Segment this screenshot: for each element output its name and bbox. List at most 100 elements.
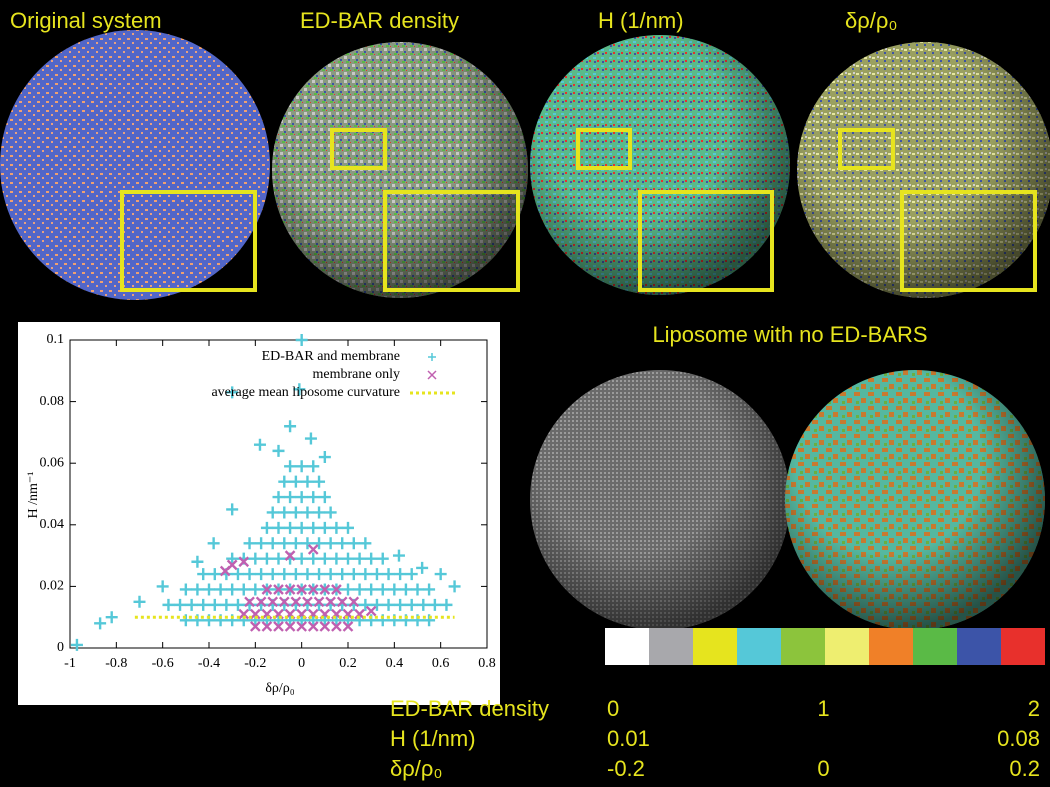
- point: [318, 552, 331, 565]
- colorbar-swatch: [693, 628, 737, 665]
- point: [70, 638, 83, 651]
- zoom-box: [383, 190, 520, 292]
- point: [301, 537, 314, 550]
- point: [354, 608, 365, 620]
- point: [266, 506, 279, 519]
- point: [220, 598, 233, 611]
- point: [260, 552, 273, 565]
- point: [342, 552, 354, 565]
- point: [272, 521, 285, 534]
- x-axis-label: δρ/ρ₀: [265, 681, 294, 696]
- point: [307, 460, 320, 473]
- point: [336, 537, 349, 550]
- point: [255, 568, 268, 581]
- point: [238, 556, 250, 568]
- x-tick-label: -0.2: [244, 656, 266, 671]
- point: [342, 621, 354, 632]
- point: [313, 596, 325, 608]
- x-tick-label: -0.8: [105, 656, 127, 671]
- point: [376, 552, 389, 565]
- point: [411, 583, 424, 596]
- point: [278, 506, 291, 519]
- point: [289, 537, 302, 550]
- zoom-box: [838, 128, 895, 170]
- point: [179, 583, 192, 596]
- point: [253, 438, 266, 451]
- point: [307, 552, 320, 565]
- panel-title: H (1/nm): [598, 8, 684, 33]
- point: [284, 491, 297, 504]
- point: [174, 598, 187, 611]
- point: [278, 568, 291, 581]
- scale-tick: 1: [817, 696, 829, 721]
- colorbar-swatch: [825, 628, 869, 665]
- point: [249, 608, 261, 620]
- legend-symbol: [428, 353, 436, 361]
- point: [342, 521, 354, 534]
- point: [319, 584, 331, 595]
- point: [324, 568, 337, 581]
- zoom-box: [120, 190, 257, 292]
- scale-label: H (1/nm): [390, 726, 476, 751]
- point: [417, 598, 430, 611]
- point: [133, 595, 146, 608]
- point: [313, 475, 326, 488]
- point: [249, 552, 262, 565]
- y-tick-label: 0.06: [40, 455, 65, 470]
- point: [237, 583, 250, 596]
- point: [353, 583, 366, 596]
- point: [295, 521, 308, 534]
- point: [359, 537, 372, 550]
- point: [370, 598, 383, 611]
- sphere-original: [0, 30, 270, 300]
- point: [295, 552, 308, 565]
- point: [318, 451, 331, 464]
- point: [295, 614, 308, 627]
- point: [162, 598, 175, 611]
- point: [382, 598, 395, 611]
- point: [416, 561, 429, 574]
- point: [365, 552, 378, 565]
- y-axis-label: H /nm⁻¹: [26, 472, 41, 519]
- point: [273, 584, 284, 595]
- point: [207, 537, 220, 550]
- legend-symbol: [427, 370, 437, 380]
- x-tick-label: 0.4: [386, 656, 404, 671]
- point: [255, 537, 268, 550]
- x-tick-label: -1: [64, 656, 76, 671]
- point: [191, 583, 204, 596]
- point: [307, 491, 320, 504]
- colorbar-swatch: [1001, 628, 1045, 665]
- plot-frame: [69, 339, 488, 649]
- colorbar-swatch: [869, 628, 913, 665]
- point: [284, 521, 297, 534]
- point: [295, 460, 308, 473]
- point: [301, 568, 314, 581]
- point: [434, 568, 447, 581]
- scale-tick: -0.2: [607, 756, 645, 781]
- point: [273, 621, 284, 632]
- point: [331, 584, 342, 595]
- point: [249, 583, 262, 596]
- colorbar-swatch: [649, 628, 693, 665]
- point: [365, 583, 378, 596]
- point: [301, 506, 314, 519]
- point: [267, 596, 279, 608]
- colorbar-swatch: [605, 628, 649, 665]
- point: [348, 596, 360, 608]
- point: [284, 614, 297, 627]
- point: [243, 568, 256, 581]
- point: [231, 598, 244, 611]
- scale-tick: 2: [1028, 696, 1040, 721]
- point: [359, 568, 372, 581]
- point: [272, 444, 285, 457]
- panel-title: ED-BAR density: [300, 8, 459, 33]
- point: [370, 568, 383, 581]
- scale-label: ED-BAR density: [390, 696, 549, 721]
- x-tick-label: -0.6: [152, 656, 174, 671]
- panel-title: Original system: [10, 8, 162, 33]
- point: [295, 334, 308, 346]
- point: [272, 614, 285, 627]
- point: [405, 568, 418, 581]
- colorbar-swatch: [737, 628, 781, 665]
